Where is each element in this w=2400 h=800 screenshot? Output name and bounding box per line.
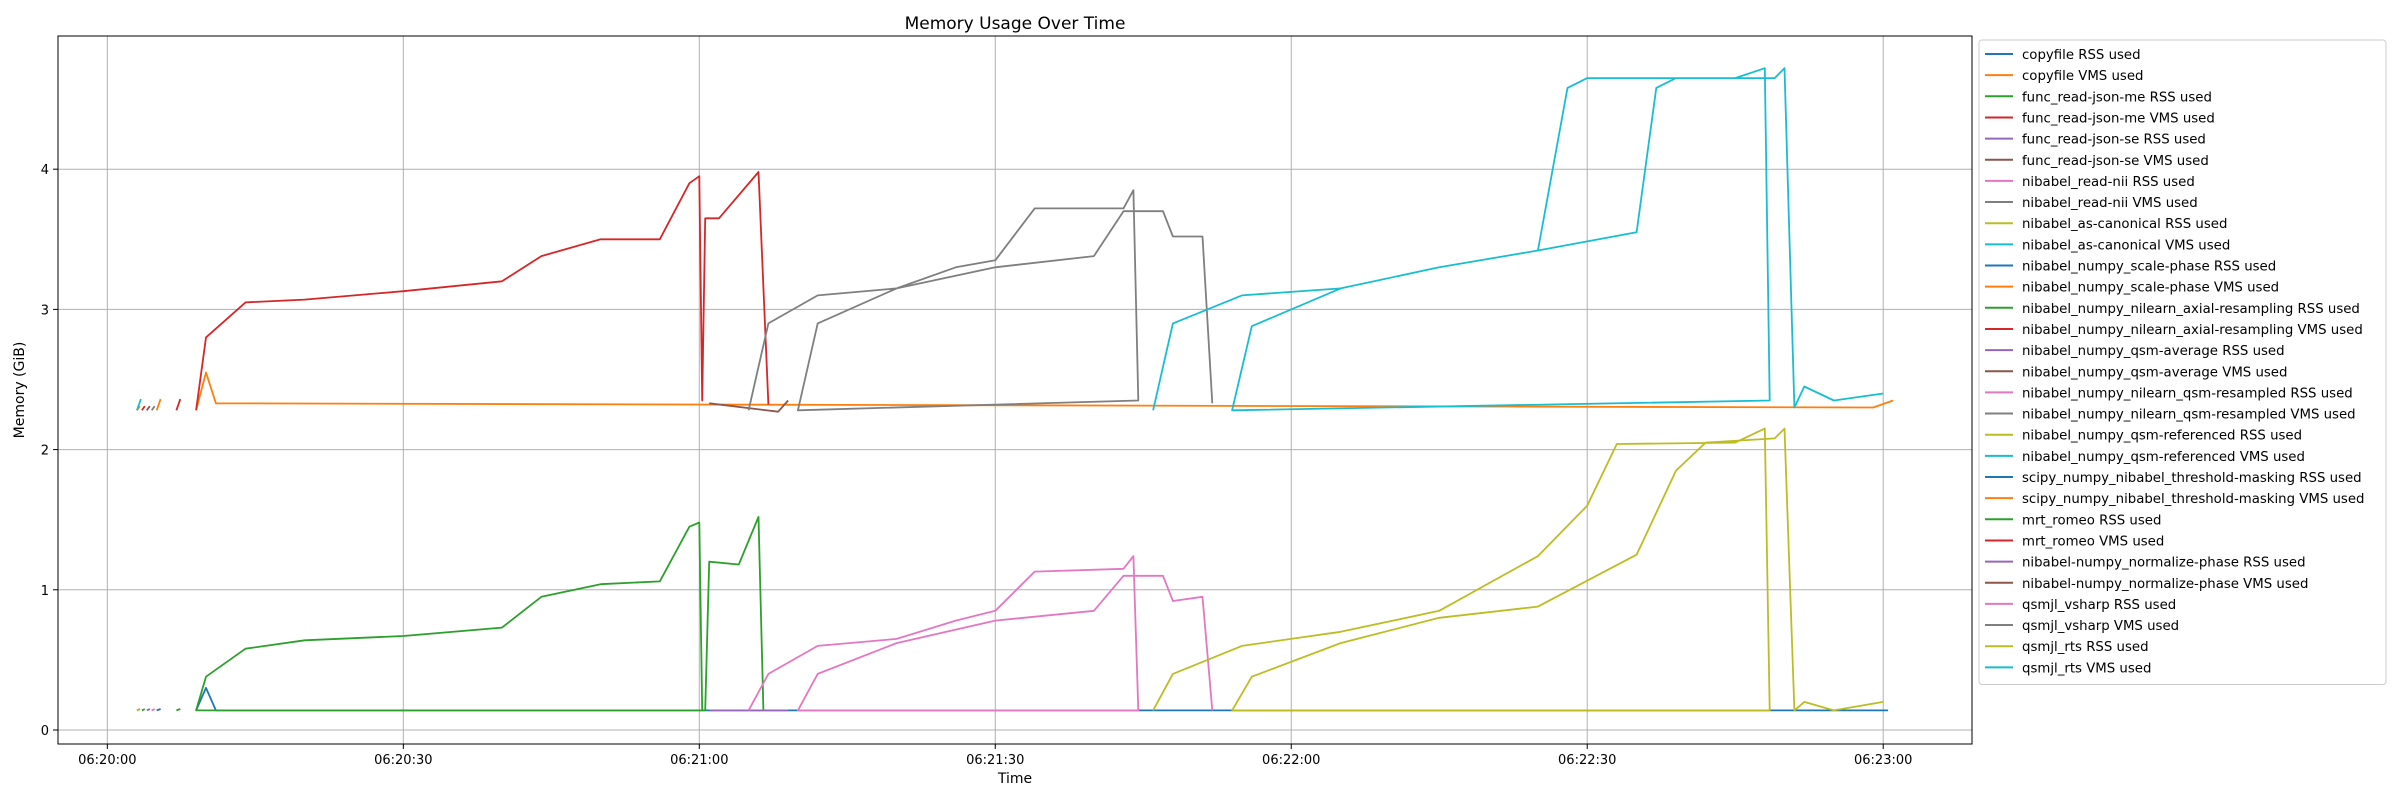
legend-entry-label: nibabel_numpy_qsm-average VMS used — [2022, 365, 2287, 380]
y-tick-label: 2 — [41, 444, 49, 459]
legend-entry-label: nibabel_numpy_qsm-referenced RSS used — [2022, 429, 2302, 444]
series-line-9 — [136, 708, 141, 712]
legend-entry-label: nibabel_as-canonical RSS used — [2022, 217, 2227, 232]
x-axis-title: Time — [997, 771, 1032, 787]
legend-entry-label: nibabel_numpy_scale-phase VMS used — [2022, 281, 2279, 296]
legend-entry-label: func_read-json-se RSS used — [2022, 133, 2206, 148]
legend-entry-label: mrt_romeo RSS used — [2022, 513, 2161, 528]
y-tick-label: 3 — [41, 303, 49, 318]
series-line-6 — [146, 405, 151, 411]
x-tick-label: 06:20:00 — [78, 753, 136, 768]
legend-entry-label: scipy_numpy_nibabel_threshold-masking VM… — [2022, 492, 2364, 507]
series-line-23 — [195, 516, 765, 712]
series-line-11 — [156, 708, 161, 712]
y-axis-ticks: 0 1 2 3 4 — [41, 163, 58, 739]
legend-entry-label: nibabel-numpy_normalize-phase VMS used — [2022, 577, 2308, 592]
chart-title: Memory Usage Over Time — [905, 14, 1126, 34]
x-tick-label: 06:20:30 — [374, 753, 432, 768]
legend-entry-label: copyfile RSS used — [2022, 48, 2141, 63]
legend-entry-label: func_read-json-me VMS used — [2022, 111, 2215, 126]
legend-frame — [1978, 39, 2387, 685]
x-tick-label: 06:22:30 — [1558, 753, 1616, 768]
legend-entry-label: func_read-json-me RSS used — [2022, 90, 2212, 105]
legend-entry-label: nibabel_read-nii RSS used — [2022, 175, 2195, 190]
plot-area-frame — [57, 35, 1973, 745]
series-line-30 — [1152, 67, 1884, 412]
series-line-5 — [146, 708, 151, 712]
legend-entry-label: func_read-json-se VMS used — [2022, 154, 2209, 169]
legend-entry-label: scipy_numpy_nibabel_threshold-masking RS… — [2022, 471, 2362, 486]
series-line-28 — [747, 189, 1214, 412]
series-line-8 — [150, 405, 156, 411]
y-tick-label: 4 — [41, 163, 49, 178]
legend-entry-label: nibabel_as-canonical VMS used — [2022, 238, 2230, 253]
series-line-26 — [709, 399, 789, 413]
data-series — [136, 67, 1894, 712]
series-line-12 — [155, 398, 162, 411]
series-line-4 — [141, 405, 146, 411]
legend: copyfile RSS used copyfile VMS used func_r… — [1978, 39, 2387, 685]
x-tick-label: 06:21:30 — [966, 753, 1024, 768]
x-tick-label: 06:22:00 — [1262, 753, 1320, 768]
legend-entry-label: nibabel_read-nii VMS used — [2022, 196, 2198, 211]
x-tick-label: 06:23:00 — [1854, 753, 1912, 768]
x-tick-label: 06:21:00 — [670, 753, 728, 768]
legend-entry-label: qsmjl_vsharp RSS used — [2022, 598, 2176, 613]
y-axis-title: Memory (GiB) — [12, 342, 28, 439]
legend-entry-label: nibabel_numpy_qsm-referenced VMS used — [2022, 450, 2305, 465]
legend-entry-label: nibabel_numpy_nilearn_qsm-resampled RSS … — [2022, 386, 2353, 401]
series-line-22 — [195, 371, 1894, 411]
legend-entry-label: mrt_romeo VMS used — [2022, 534, 2164, 549]
series-line-10 — [136, 398, 142, 411]
series-line-24 — [195, 171, 770, 411]
series-line-13 — [176, 708, 181, 712]
legend-entry-label: qsmjl_vsharp VMS used — [2022, 619, 2179, 634]
series-line-7 — [151, 708, 156, 712]
grid-lines — [58, 36, 1972, 744]
y-tick-label: 1 — [41, 584, 49, 599]
y-tick-label: 0 — [41, 724, 49, 739]
legend-entry-label: nibabel_numpy_nilearn_axial-resampling R… — [2022, 302, 2360, 317]
x-axis-ticks: 06:20:00 06:20:30 06:21:00 06:21:30 06:22:00… — [78, 744, 1912, 768]
series-line-29 — [1152, 427, 1884, 712]
legend-entry-label: qsmjl_rts RSS used — [2022, 640, 2149, 655]
legend-entry-label: nibabel_numpy_nilearn_axial-resampling V… — [2022, 323, 2363, 338]
legend-entry-label: nibabel-numpy_normalize-phase RSS used — [2022, 556, 2306, 571]
legend-entry-label: copyfile VMS used — [2022, 69, 2143, 84]
series-line-3 — [141, 708, 146, 712]
legend-entry-label: qsmjl_rts VMS used — [2022, 661, 2151, 676]
series-line-27 — [747, 555, 1214, 712]
legend-entry-label: nibabel_numpy_scale-phase RSS used — [2022, 260, 2276, 275]
legend-entry-label: nibabel_numpy_qsm-average RSS used — [2022, 344, 2285, 359]
series-line-14 — [175, 398, 182, 411]
legend-entry-label: nibabel_numpy_nilearn_qsm-resampled VMS … — [2022, 408, 2356, 423]
